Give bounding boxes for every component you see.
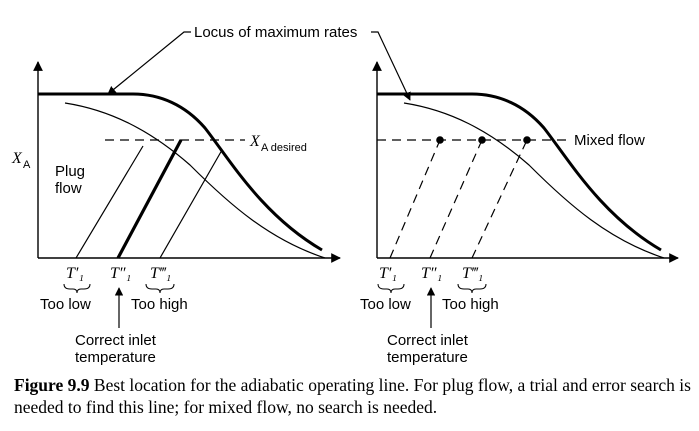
left-brace-high	[145, 283, 175, 294]
right-too-high-label: Too high	[442, 296, 499, 313]
left-max-rate-locus	[64, 102, 326, 259]
left-t1-prime: T′₁	[66, 265, 84, 282]
figure-caption: Figure 9.9 Best location for the adiabat…	[14, 374, 694, 418]
left-equilibrium-curve	[38, 92, 323, 252]
left-brace-low	[63, 283, 91, 294]
locus-leader-left	[107, 31, 191, 95]
right-op-line-too-low	[389, 139, 441, 259]
left-t1-double-prime: T″₁	[110, 265, 131, 282]
right-t1-triple-prime: T‴₁	[462, 265, 483, 282]
caption-text: Best location for the adiabatic operatin…	[14, 375, 691, 417]
left-op-line-too-high	[159, 149, 223, 259]
right-t1-prime: T′₁	[379, 265, 397, 282]
right-max-rate-locus	[403, 102, 665, 259]
left-correct-label-2: temperature	[75, 349, 156, 366]
left-desired-label: X	[249, 133, 261, 150]
left-t1-triple-prime: T‴₁	[150, 265, 171, 282]
left-too-high-label: Too high	[131, 296, 188, 313]
left-y-axis-label: X	[11, 150, 23, 167]
plug-flow-label-2: flow	[55, 180, 82, 197]
right-equilibrium-curve	[377, 92, 662, 252]
mixed-flow-label: Mixed flow	[574, 132, 645, 149]
right-correct-label-2: temperature	[387, 349, 468, 366]
locus-leader-right	[371, 31, 411, 101]
left-too-low-label: Too low	[40, 296, 91, 313]
right-too-low-label: Too low	[360, 296, 411, 313]
right-t1-double-prime: T″₁	[421, 265, 442, 282]
caption-lead: Figure 9.9	[14, 375, 90, 395]
left-desired-sub: A desired	[261, 142, 307, 154]
left-correct-label-1: Correct inlet	[75, 332, 157, 349]
left-op-line-correct	[116, 139, 183, 259]
plug-flow-label-1: Plug	[55, 163, 85, 180]
right-panel: Mixed flow T′₁ T″₁ T‴₁ Too low Too high …	[360, 61, 679, 366]
right-op-line-correct	[429, 139, 483, 259]
right-correct-label-1: Correct inlet	[387, 332, 469, 349]
left-y-axis-sub: A	[23, 159, 31, 171]
locus-label: Locus of maximum rates	[194, 24, 357, 41]
left-op-line-too-low	[75, 145, 144, 259]
left-panel: X A X A desired Plug flow T′₁ T″₁ T‴₁ To…	[11, 61, 341, 366]
right-brace-high	[457, 283, 487, 294]
locus-callout: Locus of maximum rates	[107, 24, 411, 101]
right-op-line-too-high	[471, 139, 528, 259]
right-brace-low	[377, 283, 405, 294]
right-point-correct	[478, 136, 486, 144]
right-point-too-low	[436, 136, 444, 144]
right-point-too-high	[523, 136, 531, 144]
